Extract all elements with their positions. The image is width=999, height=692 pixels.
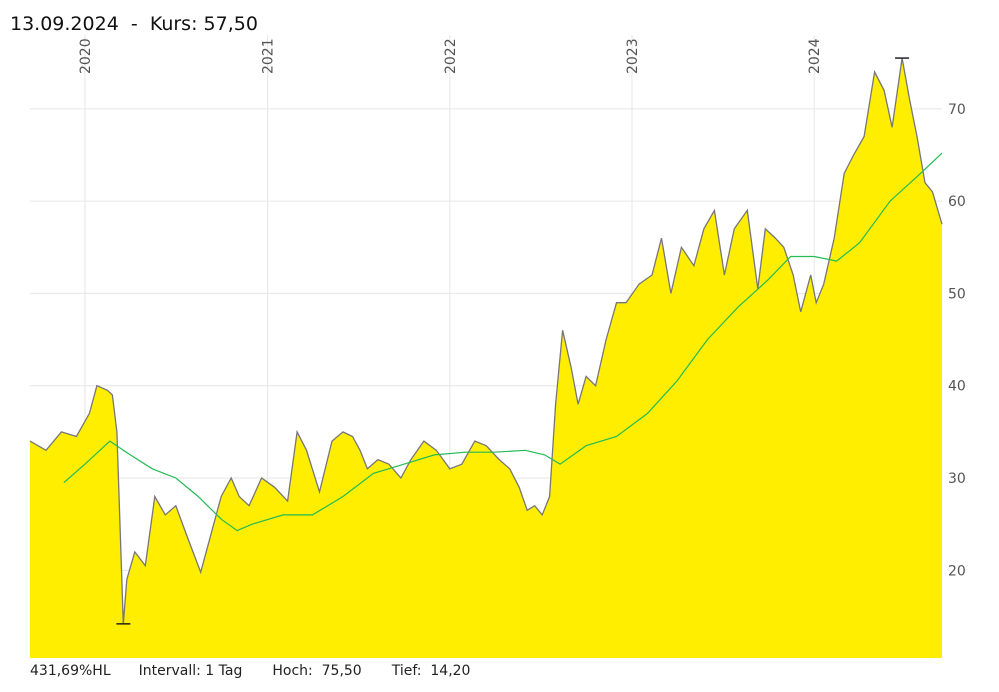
footer-high: Hoch: 75,50	[272, 663, 362, 679]
moving-average-line	[63, 152, 943, 532]
header-date: 13.09.2024	[10, 13, 119, 35]
price-area	[30, 58, 942, 659]
y-tick-label-30: 30	[948, 471, 966, 487]
header-price: Kurs: 57,50	[149, 13, 258, 35]
x-tick-label-2023: 2023	[625, 38, 641, 74]
y-tick-label-60: 60	[948, 194, 966, 210]
x-tick-label-2022: 2022	[443, 38, 459, 74]
y-tick-label-70: 70	[948, 102, 966, 118]
y-tick-label-50: 50	[948, 286, 966, 302]
x-tick-label-2021: 2021	[261, 38, 277, 74]
y-tick-label-40: 40	[948, 379, 966, 395]
x-tick-label-2020: 2020	[78, 38, 94, 74]
footer-low: Tief: 14,20	[391, 663, 471, 679]
footer-interval: Intervall: 1 Tag	[138, 663, 243, 679]
chart-footer: 431,69%HL Intervall: 1 Tag Hoch: 75,50 Tief…	[30, 663, 470, 679]
chart-header: 13.09.2024 - Kurs: 57,50	[10, 13, 258, 35]
y-tick-label-20: 20	[948, 563, 966, 579]
price-line	[29, 57, 943, 624]
footer-performance: 431,69%HL	[30, 663, 111, 679]
header-separator: -	[118, 13, 150, 35]
x-tick-label-2024: 2024	[807, 38, 823, 74]
